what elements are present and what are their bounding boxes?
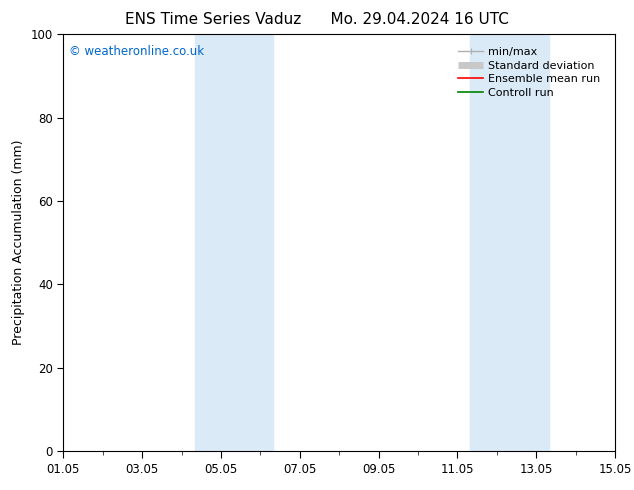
Legend: min/max, Standard deviation, Ensemble mean run, Controll run: min/max, Standard deviation, Ensemble me… [455, 44, 604, 101]
Text: © weatheronline.co.uk: © weatheronline.co.uk [69, 45, 204, 58]
Y-axis label: Precipitation Accumulation (mm): Precipitation Accumulation (mm) [12, 140, 25, 345]
Bar [470, 34, 549, 451]
Text: ENS Time Series Vaduz      Mo. 29.04.2024 16 UTC: ENS Time Series Vaduz Mo. 29.04.2024 16 … [125, 12, 509, 27]
Bar [195, 34, 273, 451]
